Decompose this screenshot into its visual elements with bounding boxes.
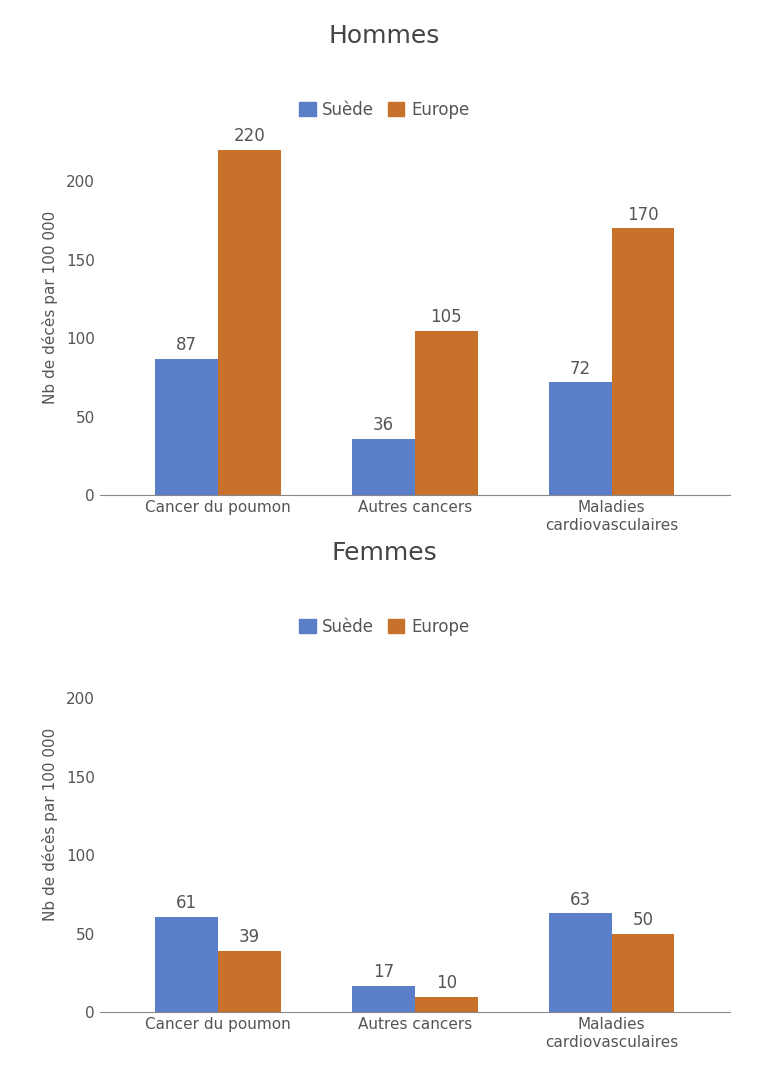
Text: 50: 50 [633, 911, 654, 929]
Text: 87: 87 [176, 336, 197, 354]
Bar [548, 382, 611, 495]
Bar [611, 934, 674, 1012]
Bar [352, 439, 415, 495]
Bar [415, 331, 478, 495]
Bar [155, 917, 218, 1012]
Bar [155, 359, 218, 495]
Text: 17: 17 [372, 963, 394, 981]
Text: 170: 170 [627, 206, 659, 224]
Text: 36: 36 [372, 416, 394, 434]
Text: 63: 63 [569, 891, 591, 909]
Bar [218, 951, 281, 1012]
Bar [218, 150, 281, 495]
Text: 61: 61 [176, 894, 197, 912]
Text: 220: 220 [233, 127, 265, 145]
Text: 39: 39 [239, 928, 260, 947]
Bar [415, 996, 478, 1012]
Bar [611, 228, 674, 495]
Y-axis label: Nb de décès par 100 000: Nb de décès par 100 000 [41, 210, 58, 404]
Text: Hommes: Hommes [328, 25, 440, 48]
Y-axis label: Nb de décès par 100 000: Nb de décès par 100 000 [41, 727, 58, 921]
Text: 10: 10 [435, 974, 457, 992]
Bar [352, 985, 415, 1012]
Text: 105: 105 [430, 308, 462, 325]
Legend: Suède, Europe: Suède, Europe [292, 95, 476, 126]
Legend: Suède, Europe: Suède, Europe [292, 612, 476, 643]
Text: 72: 72 [569, 360, 591, 378]
Text: Femmes: Femmes [331, 542, 437, 565]
Bar [548, 913, 611, 1012]
